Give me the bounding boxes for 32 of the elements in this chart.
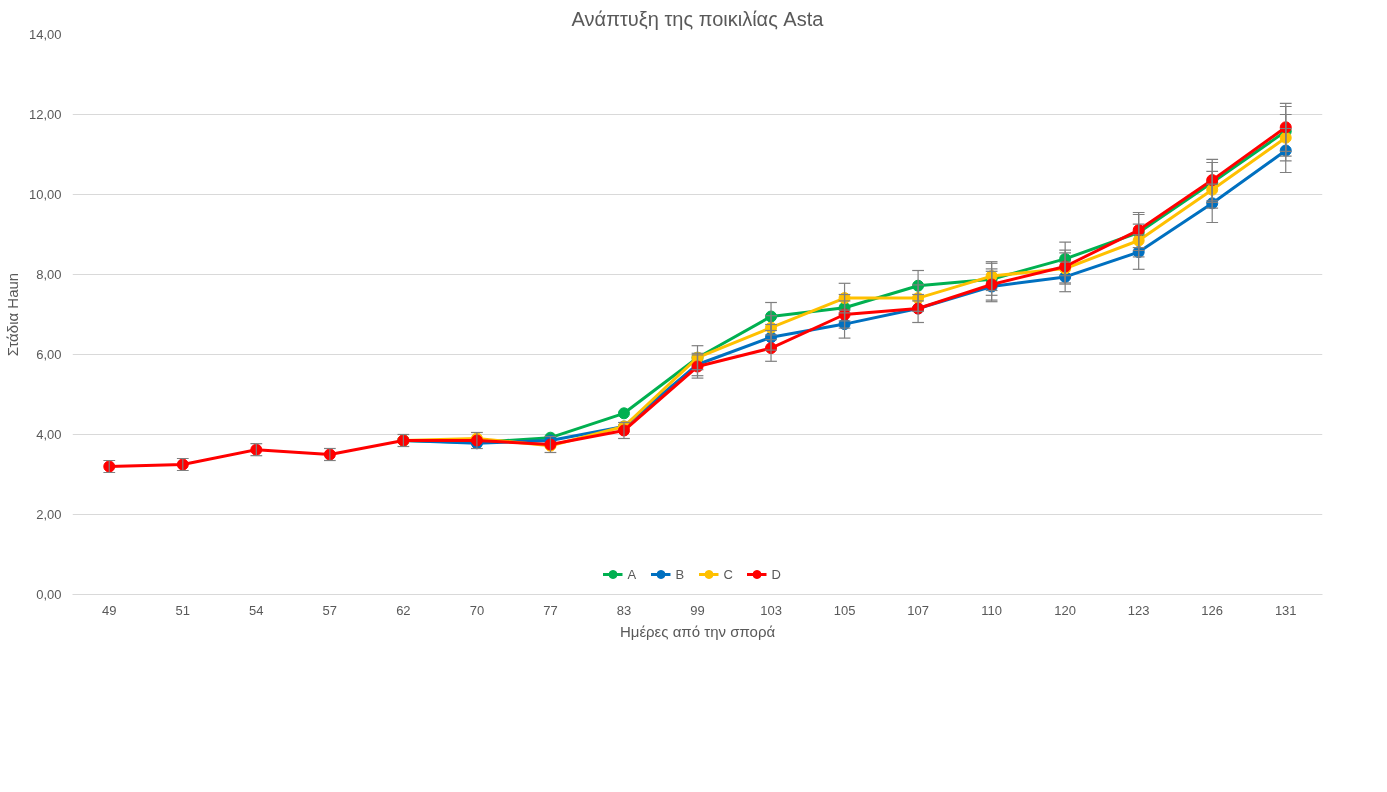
x-tick-label: 103 bbox=[760, 602, 782, 618]
x-tick-label: 77 bbox=[543, 602, 558, 618]
y-tick-label: 4,00 bbox=[36, 427, 62, 442]
x-tick-label: 105 bbox=[833, 602, 856, 618]
y-tick-label: 8,00 bbox=[36, 267, 62, 282]
x-tick-label: 57 bbox=[322, 602, 338, 618]
chart-title: Ανάπτυξη της ποικιλίας Asta bbox=[571, 7, 825, 30]
x-tick-label: 123 bbox=[1127, 602, 1150, 618]
legend-label: C bbox=[723, 566, 734, 582]
legend-label: D bbox=[771, 566, 782, 582]
legend-label: B bbox=[675, 566, 686, 582]
y-axis-title: Στάδια Haun bbox=[3, 272, 21, 357]
x-tick-label: 131 bbox=[1274, 602, 1297, 618]
x-tick-label: 51 bbox=[175, 602, 191, 618]
x-tick-label: 83 bbox=[616, 602, 632, 618]
legend-label: A bbox=[627, 566, 638, 582]
y-tick-label: 10,00 bbox=[28, 187, 62, 202]
x-axis-title: Ημέρες από την σπορά bbox=[619, 622, 776, 640]
x-tick-label: 99 bbox=[690, 602, 705, 618]
x-tick-label: 120 bbox=[1054, 602, 1077, 618]
x-tick-label: 107 bbox=[907, 602, 929, 618]
x-tick-label: 49 bbox=[102, 602, 117, 618]
x-tick-label: 54 bbox=[249, 602, 264, 618]
y-tick-label: 14,00 bbox=[28, 27, 62, 42]
x-tick-label: 110 bbox=[981, 602, 1002, 618]
y-tick-label: 2,00 bbox=[36, 507, 62, 522]
y-tick-label: 12,00 bbox=[28, 107, 62, 122]
x-tick-label: 126 bbox=[1201, 602, 1224, 618]
y-tick-label: 6,00 bbox=[36, 347, 62, 362]
y-tick-label: 0,00 bbox=[36, 587, 62, 602]
x-tick-label: 62 bbox=[396, 602, 411, 618]
x-tick-label: 70 bbox=[469, 602, 485, 618]
